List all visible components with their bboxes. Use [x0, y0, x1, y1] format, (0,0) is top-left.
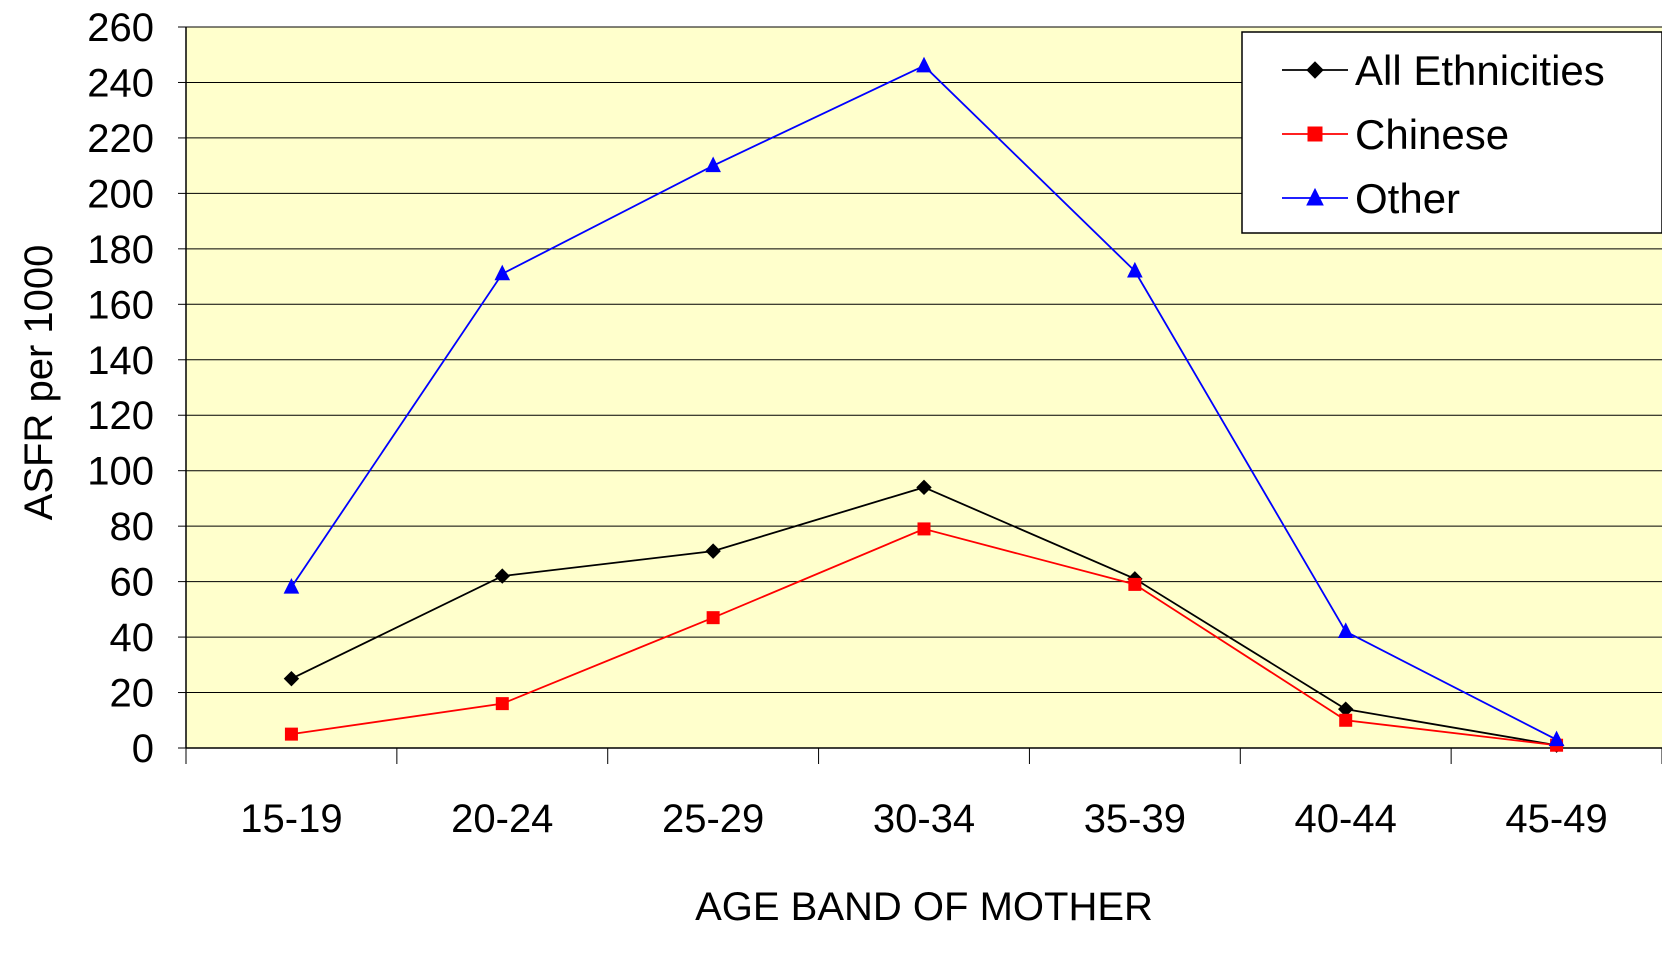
- data-point-other: [1548, 730, 1565, 747]
- legend-marker: [1306, 61, 1324, 79]
- data-point-other: [705, 156, 721, 173]
- legend: All Ethnicities Chinese Other: [1241, 31, 1662, 234]
- y-tick-label: 260: [87, 6, 154, 50]
- legend-marker: [1307, 126, 1323, 142]
- y-tick-label: 40: [110, 616, 155, 660]
- data-point-other: [1337, 622, 1354, 639]
- x-tick-label: 25-29: [662, 797, 764, 841]
- data-point-other: [1127, 261, 1143, 278]
- data-point-other: [916, 56, 932, 73]
- x-tick-label: 45-49: [1505, 797, 1607, 841]
- data-point-chinese: [917, 522, 931, 536]
- data-point-other: [494, 264, 511, 281]
- series-other: [283, 56, 1565, 747]
- data-point-chinese: [1339, 713, 1353, 727]
- y-tick-label: 220: [87, 117, 154, 161]
- data-point-chinese: [1128, 577, 1142, 591]
- legend-item-all-ethnicities: All Ethnicities: [1282, 47, 1605, 94]
- data-point-chinese: [706, 611, 720, 625]
- series-layer: [283, 56, 1565, 753]
- y-tick-label: 60: [110, 561, 155, 605]
- legend-marker: [1306, 187, 1324, 206]
- y-tick-label: 100: [87, 450, 154, 494]
- legend-item-chinese: Chinese: [1282, 111, 1509, 158]
- legend-label: Chinese: [1355, 111, 1509, 158]
- data-point-all-ethnicities: [494, 568, 510, 584]
- legend-label: All Ethnicities: [1355, 47, 1605, 94]
- y-tick-label: 0: [132, 727, 154, 771]
- x-axis-title: AGE BAND OF MOTHER: [695, 885, 1153, 929]
- x-tick-label: 30-34: [873, 797, 975, 841]
- y-axis-title: ASFR per 1000: [17, 245, 61, 521]
- y-tick-label: 240: [87, 61, 154, 105]
- data-point-all-ethnicities: [283, 670, 300, 687]
- data-point-chinese: [284, 727, 298, 741]
- axes: 0 20 40 60 80 100 120 140 160 180 200 220 240 260 15-1…: [87, 6, 1662, 841]
- data-point-other: [283, 578, 300, 594]
- y-tick-label: 200: [87, 172, 154, 216]
- x-tick-label: 40-44: [1295, 797, 1397, 841]
- legend-item-other: Other: [1282, 175, 1460, 222]
- y-tick-label: 140: [87, 339, 154, 383]
- series-chinese: [284, 522, 1564, 752]
- y-tick-label: 160: [87, 283, 154, 327]
- y-tick-label: 120: [87, 394, 154, 438]
- legend-label: Other: [1355, 175, 1460, 222]
- x-tick-label: 15-19: [240, 797, 342, 841]
- data-point-chinese: [495, 697, 509, 711]
- x-tick-label: 20-24: [451, 797, 553, 841]
- data-point-all-ethnicities: [916, 479, 932, 496]
- y-tick-label: 180: [87, 228, 154, 272]
- y-tick-label: 80: [110, 505, 155, 549]
- data-point-all-ethnicities: [705, 543, 721, 559]
- y-tick-label: 20: [110, 672, 155, 716]
- x-tick-label: 35-39: [1084, 797, 1186, 841]
